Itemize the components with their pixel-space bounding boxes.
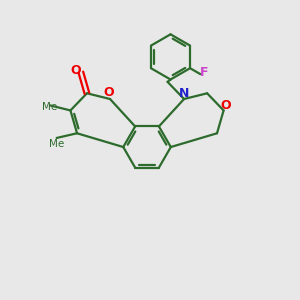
Text: Me: Me	[42, 102, 57, 112]
Text: F: F	[200, 66, 208, 79]
Text: O: O	[103, 86, 114, 99]
Text: O: O	[221, 99, 231, 112]
Text: Me: Me	[49, 140, 64, 149]
Text: N: N	[179, 87, 189, 100]
Text: O: O	[71, 64, 81, 77]
